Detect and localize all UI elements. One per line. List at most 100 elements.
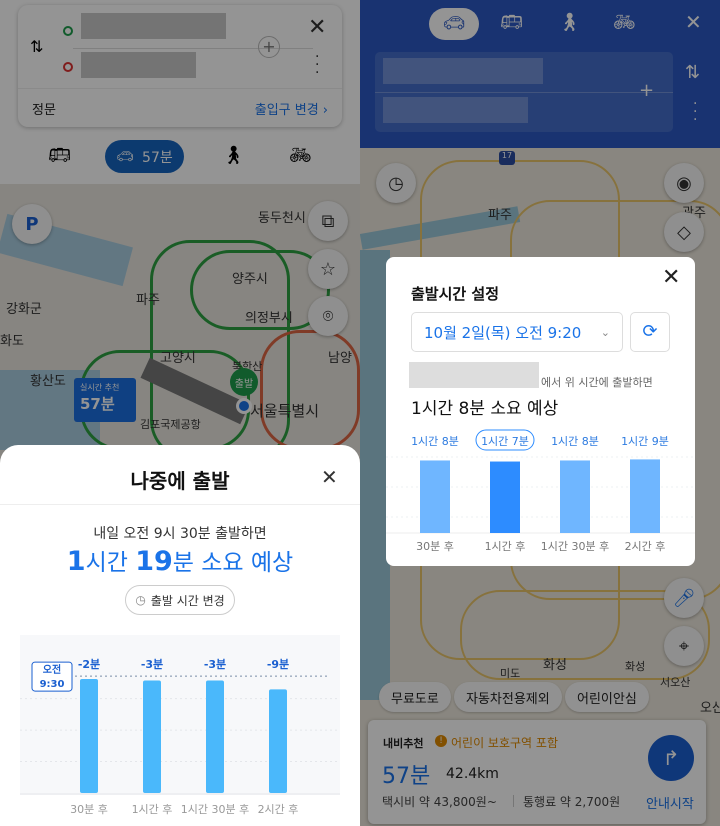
realtime-recommend-badge[interactable]: 실시간 추천 57분 [74,378,136,422]
x-tick-label: 30분 후 [416,540,454,553]
departure-time-dialog: 출발시간 설정 ✕ 10월 2일(목) 오전 9:20 ⌄ ⟳ 에서 위 시간에 … [386,257,695,566]
top-bar: ⇅ + ✕ · · · 정문 출입구 변경 › 🚌︎ 🚗︎ 57분 🚶︎ 🚲︎ [0,0,360,184]
more-icon[interactable]: · · · [693,96,698,128]
dialog-title: 출발시간 설정 [411,285,500,303]
datetime-select[interactable]: 10월 2일(목) 오전 9:20 ⌄ [411,312,623,352]
depart-later-sheet: 나중에 출발 ✕ 내일 오전 9시 30분 출발하면 1시간 19분 소요 예상… [0,445,360,826]
mode-car[interactable]: 🚗︎ 57분 [105,140,184,173]
departure-chart: 오전 9:30 -2분 30분 후 -3분 1시간 후 -3분 1시간 30분 후 -9분 2시간… [20,635,340,816]
swap-icon[interactable]: ⇅ [685,62,701,83]
filter-chip[interactable]: 자동차전용제외 [454,682,562,712]
filter-chip[interactable]: 무료도로 [379,682,451,712]
parking-button[interactable]: P [12,204,52,244]
route-distance: 42.4km [446,766,499,782]
reference-label: 오전 [43,663,61,676]
chart-bar [630,459,660,533]
reference-label: 9:30 [40,679,65,690]
estimate-minutes-unit: 분 소요 예상 [172,550,294,576]
origin-dot-icon [63,26,73,36]
add-waypoint-button[interactable]: + [639,80,655,101]
route-card: ⇅ + ✕ · · · 정문 출입구 변경 › [18,5,342,127]
location-pin-icon[interactable]: ⌾ [308,296,348,336]
map-label: 김포국제공항 [140,418,201,431]
mode-bike[interactable]: 🚲︎ [613,12,636,33]
cctv-icon[interactable]: ◉ [664,163,704,203]
map-label: 파주 [488,208,512,223]
chevron-down-icon: ⌄ [600,325,610,339]
map-label: 남양 [328,351,352,366]
close-icon[interactable]: ✕ [685,10,702,34]
close-icon[interactable]: ✕ [321,465,338,489]
mic-icon[interactable]: 🎤︎ [664,578,704,618]
map-label: 의정부시 [245,311,293,326]
mode-bus[interactable]: 🚌︎ [500,12,523,33]
filter-chip[interactable]: 어린이안심 [565,682,649,712]
bar-data-label: 1시간 8분 [551,435,599,448]
datetime-value: 10월 2일(목) 오전 9:20 [424,323,582,342]
highway-shield: 17 [499,151,515,165]
add-waypoint-button[interactable]: + [258,36,280,58]
star-icon[interactable]: ☆ [308,249,348,289]
layers-icon[interactable]: ⧉ [308,201,348,241]
map-label: 동두천시 [258,211,306,226]
mode-walk[interactable]: 🚶︎ [222,145,245,166]
change-time-button[interactable]: ◷ 출발 시간 변경 [125,585,235,615]
chart-bar [269,689,287,793]
origin-input[interactable] [81,13,226,39]
map-label: 미도 [500,667,521,680]
route-warning: 어린이 보호구역 포함 [451,736,558,750]
chart-bar [420,460,450,533]
mode-walk[interactable]: 🚶︎ [558,12,581,33]
clock-icon: ◷ [135,593,146,607]
x-tick-label: 1시간 30분 후 [181,803,249,816]
estimate-hours: 1 [66,546,86,577]
chart-bar [560,460,590,533]
map-label: 황산도 [30,374,66,389]
map-label: 서오산 [660,676,691,689]
crosshair-icon[interactable]: ⌖ [664,626,704,666]
clock-icon[interactable]: ◷ [376,163,416,203]
entrance-label: 정문 [32,103,56,118]
dialog-estimate: 1시간 8분 소요 예상 [411,399,559,419]
badge-value: 57분 [80,395,115,413]
chart-bar [80,679,98,793]
highlight-pill [475,429,535,451]
mode-bike[interactable]: 🚲︎ [289,145,312,166]
mode-car[interactable]: 🚗︎ [429,8,479,40]
swap-icon[interactable]: ⇅ [30,37,44,56]
refresh-button[interactable]: ⟳ [630,312,670,352]
current-location-dot [236,398,252,414]
toll-fee: 통행료 약 2,700원 [523,795,621,809]
map-label: 서울특별시 [250,402,320,420]
estimate-hours-unit: 시간 [85,550,136,576]
destination-input[interactable] [383,97,528,123]
map[interactable]: 17 파주 광주 화성 미도 화성 서오산 오산 ◷ ◉ ◇ 🎤︎ ⌖ 무료도로… [360,0,720,826]
origin-input[interactable] [383,58,543,84]
start-pin[interactable]: 출발 [230,368,258,396]
route-result-card[interactable]: 내비추천 ! 어린이 보호구역 포함 57분 42.4km 택시비 약 43,8… [368,720,706,824]
layers-icon[interactable]: ◇ [664,212,704,252]
more-icon[interactable]: · · · [315,49,320,81]
map-label: 고양시 [160,351,196,366]
mode-bus[interactable]: 🚌︎ [48,145,71,166]
bar-data-label: -3분 [141,658,163,671]
destination-input[interactable] [81,52,196,78]
x-tick-label: 2시간 후 [258,803,299,816]
map[interactable]: 동두천시 양주시 파주 강화군 의정부시 고양시 북한산 황산도 남양 서울특별… [0,0,360,826]
origin-name-redacted [409,362,539,388]
bar-data-label: 1시간 8분 [411,435,459,448]
sheet-title: 나중에 출발 [130,469,230,493]
chart-bar [143,680,161,793]
start-navigation-button[interactable]: 안내시작 [646,797,694,812]
navigation-start-icon[interactable]: ↱ [648,735,694,781]
x-tick-label: 30분 후 [70,803,108,816]
taxi-fare: 택시비 약 43,800원~ [382,795,497,809]
x-tick-label: 2시간 후 [625,540,666,553]
close-icon[interactable]: ✕ [662,265,681,290]
change-entrance-link[interactable]: 출입구 변경 › [254,103,328,118]
map-label: 양주시 [232,272,268,287]
x-tick-label: 1시간 후 [132,803,173,816]
close-icon[interactable]: ✕ [308,15,327,40]
map-label: 화성 [625,660,646,673]
depart-description: 에서 위 시간에 출발하면 [541,376,653,389]
